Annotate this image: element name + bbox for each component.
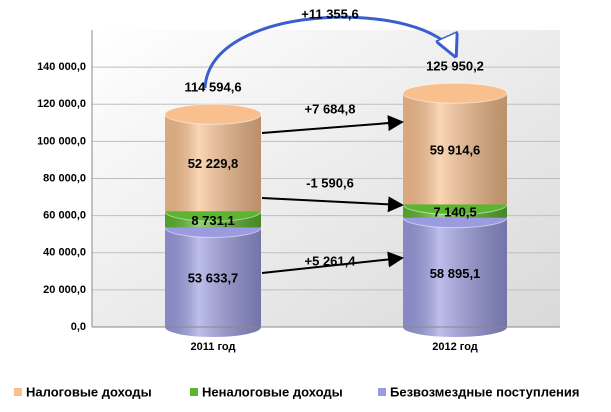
y-tick-label: 140 000,0	[37, 61, 86, 73]
x-tick-label: 2011 год	[191, 341, 236, 353]
y-tick-label: 80 000,0	[43, 172, 86, 184]
arrow	[261, 196, 404, 213]
legend-swatch	[14, 388, 22, 396]
arrow	[261, 251, 404, 274]
legend-swatch	[190, 388, 198, 396]
cylinder-cap	[164, 103, 262, 125]
legend-label: Безвозмездные поступления	[390, 384, 580, 399]
arrow	[203, 15, 455, 89]
value-label: 59 914,6	[430, 142, 481, 157]
value-label: 58 895,1	[430, 266, 481, 281]
value-label: 53 633,7	[188, 271, 239, 286]
total-label: 125 950,2	[426, 59, 484, 74]
y-tick-label: 60 000,0	[43, 210, 86, 222]
y-tick-label: 20 000,0	[43, 284, 86, 296]
value-label: 8 731,1	[191, 213, 234, 228]
cylinder-shade	[403, 93, 507, 205]
y-tick-label: 120 000,0	[37, 98, 86, 110]
legend-label: Неналоговые доходы	[202, 384, 343, 399]
annotation: -1 590,6	[306, 175, 354, 190]
annotation: +7 684,8	[305, 101, 356, 116]
value-label: 52 229,8	[188, 156, 239, 171]
x-tick-label: 2012 год	[432, 341, 478, 353]
y-tick-label: 100 000,0	[37, 135, 86, 147]
annotation: +5 261,4	[305, 253, 357, 268]
cylinder-shade	[403, 217, 507, 327]
legend-swatch	[378, 388, 386, 396]
arrow	[261, 115, 404, 134]
y-tick-label: 40 000,0	[43, 247, 86, 259]
y-tick-label: 0,0	[71, 321, 86, 333]
annotation: +11 355,6	[301, 6, 358, 21]
legend-label: Налоговые доходы	[26, 384, 152, 399]
cylinder-shade	[165, 114, 261, 212]
total-label: 114 594,6	[184, 80, 241, 95]
cylinder-cap	[402, 82, 508, 104]
cylinder-shade	[165, 227, 261, 327]
value-label: 7 140,5	[433, 204, 476, 219]
